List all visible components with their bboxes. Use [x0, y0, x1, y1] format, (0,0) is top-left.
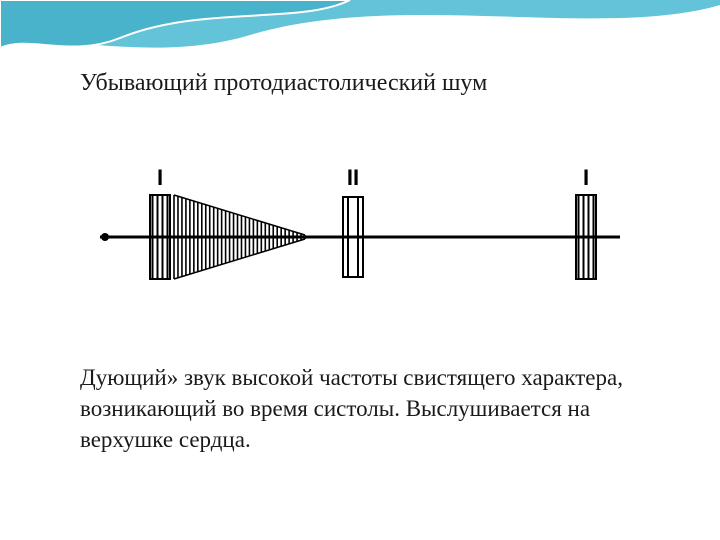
- diagram-label: I: [157, 165, 163, 190]
- slide-content: Убывающий протодиастолический шум IIII Д…: [80, 70, 640, 455]
- slide-title: Убывающий протодиастолический шум: [80, 70, 640, 97]
- slide-description: Дующий» звук высокой частоты свистящего …: [80, 362, 640, 455]
- diagram-label: I: [583, 165, 589, 190]
- header-wave-decoration: [0, 0, 720, 60]
- phonocardiogram-diagram: IIII: [80, 157, 640, 297]
- diagram-label: II: [347, 165, 359, 190]
